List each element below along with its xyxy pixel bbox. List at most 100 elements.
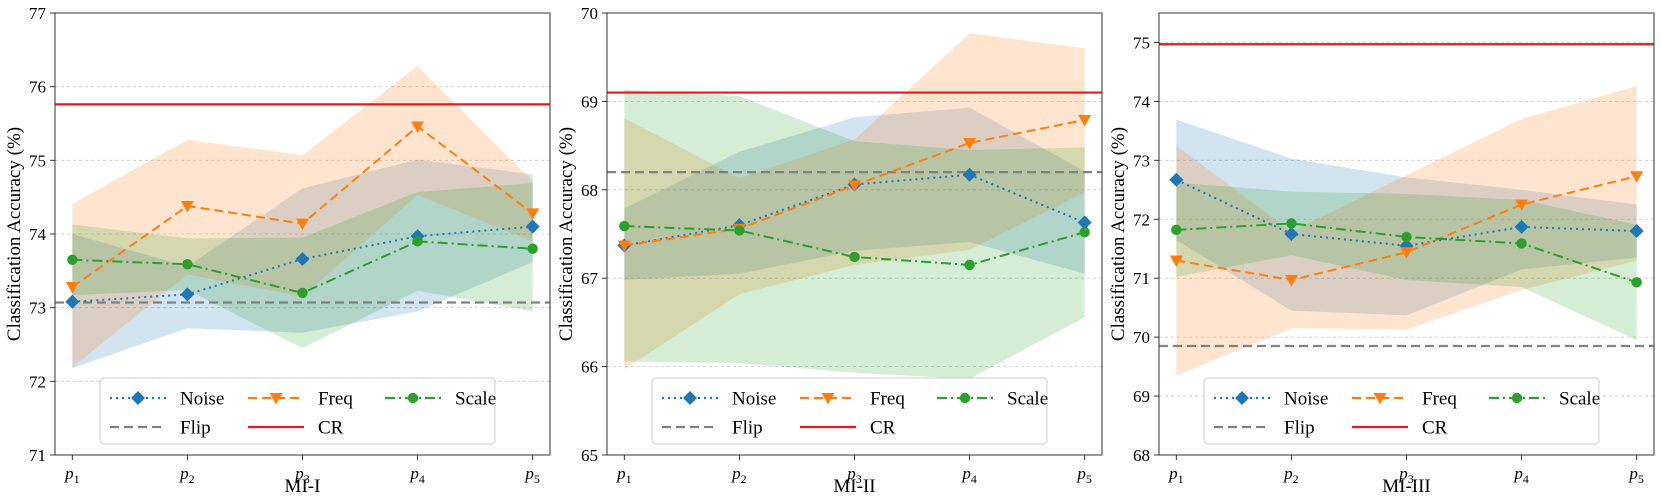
y-tick-label: 74 bbox=[1133, 92, 1151, 111]
x-tick-label: p1 bbox=[64, 464, 80, 486]
point-freq bbox=[1169, 255, 1183, 268]
legend-marker-noise bbox=[131, 391, 145, 405]
legend-marker-noise bbox=[683, 391, 697, 405]
y-axis-label: Classification Accuracy (%) bbox=[556, 127, 577, 341]
point-freq bbox=[963, 137, 977, 150]
point-scale bbox=[1286, 218, 1297, 229]
y-tick-label: 69 bbox=[1133, 387, 1150, 406]
point-freq bbox=[411, 121, 425, 133]
point-noise bbox=[1284, 227, 1299, 241]
legend-label-scale: Scale bbox=[1559, 389, 1600, 410]
legend-marker-noise bbox=[1235, 391, 1249, 405]
point-scale bbox=[849, 251, 860, 263]
legend-label-freq: Freq bbox=[870, 389, 905, 410]
legend-label-cr: CR bbox=[318, 418, 344, 439]
y-tick-label: 71 bbox=[29, 446, 46, 465]
x-tick-label: p4 bbox=[961, 464, 977, 486]
legend-label-cr: CR bbox=[1422, 418, 1448, 439]
point-freq bbox=[526, 208, 540, 220]
y-tick-label: 73 bbox=[29, 299, 46, 318]
legend-label-scale: Scale bbox=[1007, 389, 1048, 410]
point-scale bbox=[412, 236, 423, 247]
point-freq bbox=[1515, 199, 1529, 212]
legend-label-noise: Noise bbox=[180, 389, 224, 410]
point-freq bbox=[180, 201, 194, 213]
band-scale bbox=[624, 89, 1085, 379]
point-scale bbox=[527, 243, 538, 254]
x-tick-label: p4 bbox=[1513, 464, 1529, 486]
x-tick-label: p3 bbox=[294, 464, 310, 486]
chart-panel-2: 65 66 67 68 69 70 p1 p2 p3 p4 p5 MI-II Classificatio… bbox=[556, 4, 1103, 497]
y-tick-label: 72 bbox=[1133, 210, 1150, 229]
point-scale bbox=[1079, 227, 1090, 238]
x-tick-label: p5 bbox=[1076, 464, 1092, 486]
legend-label-noise: Noise bbox=[732, 389, 776, 410]
point-freq bbox=[1630, 171, 1644, 183]
y-tick-label: 68 bbox=[581, 181, 598, 200]
point-noise bbox=[180, 287, 195, 302]
series-line-freq bbox=[1176, 175, 1637, 281]
legend-label-cr: CR bbox=[870, 418, 896, 439]
point-noise bbox=[962, 167, 977, 182]
point-scale bbox=[297, 287, 308, 299]
legend-label-scale: Scale bbox=[455, 389, 496, 410]
legend-label-flip: Flip bbox=[1284, 418, 1315, 439]
x-tick-label: p3 bbox=[1398, 464, 1414, 486]
series-line-scale bbox=[624, 225, 1085, 266]
legend-label-flip: Flip bbox=[732, 418, 763, 439]
legend-label-freq: Freq bbox=[318, 389, 353, 410]
y-tick-label: 65 bbox=[581, 446, 598, 465]
legend-box bbox=[651, 377, 1048, 445]
x-tick-label: p3 bbox=[846, 464, 862, 486]
point-noise bbox=[295, 252, 310, 267]
y-tick-label: 67 bbox=[581, 269, 599, 288]
legend-box bbox=[1203, 377, 1600, 445]
legend: Noise Freq Scale Flip CR bbox=[651, 377, 1048, 445]
point-freq bbox=[296, 218, 309, 231]
legend-marker-scale bbox=[959, 392, 971, 404]
chart-panel-1: 71 72 73 74 75 76 77 p1 p2 p3 p4 p5 MI-I Classificati… bbox=[4, 4, 551, 497]
point-noise bbox=[1169, 172, 1184, 187]
x-tick-label: p2 bbox=[179, 464, 195, 486]
y-axis-label: Classification Accuracy (%) bbox=[4, 127, 25, 341]
point-scale bbox=[1516, 238, 1527, 249]
y-tick-label: 76 bbox=[29, 78, 46, 97]
x-tick-label: p4 bbox=[409, 464, 425, 486]
point-scale bbox=[1401, 231, 1412, 243]
band-noise bbox=[624, 107, 1085, 280]
point-scale bbox=[734, 225, 745, 236]
point-freq bbox=[848, 180, 861, 192]
point-scale bbox=[182, 259, 193, 270]
series-line-noise bbox=[1175, 178, 1637, 247]
chart-panel-3: 68 69 70 71 72 73 74 75 p1 p2 p3 p4 p5 MI-III Classifi… bbox=[1108, 12, 1655, 497]
legend-marker-freq bbox=[821, 393, 835, 405]
legend-marker-freq bbox=[1373, 393, 1387, 405]
point-freq bbox=[1284, 274, 1298, 287]
band-freq bbox=[1176, 86, 1637, 376]
x-tick-label: p2 bbox=[731, 464, 747, 486]
y-tick-label: 70 bbox=[1133, 328, 1150, 347]
legend-box bbox=[99, 377, 496, 445]
point-scale bbox=[67, 254, 78, 265]
y-axis-label: Classification Accuracy (%) bbox=[1108, 127, 1129, 341]
y-tick-label: 77 bbox=[29, 4, 47, 23]
point-freq bbox=[617, 240, 631, 252]
point-noise bbox=[1077, 215, 1092, 230]
y-tick-label: 75 bbox=[29, 151, 46, 170]
point-noise bbox=[1514, 219, 1529, 234]
band-freq bbox=[72, 66, 533, 368]
x-tick-label: p5 bbox=[524, 464, 540, 486]
point-scale bbox=[964, 259, 975, 271]
y-tick-label: 68 bbox=[1133, 446, 1150, 465]
legend-marker-freq bbox=[269, 393, 283, 405]
point-freq bbox=[1400, 247, 1413, 259]
legend-label-noise: Noise bbox=[1284, 389, 1328, 410]
y-tick-label: 74 bbox=[29, 225, 47, 244]
series-line-scale bbox=[1176, 222, 1637, 284]
point-scale bbox=[1171, 224, 1182, 236]
point-scale bbox=[619, 220, 630, 232]
point-noise bbox=[1629, 224, 1644, 239]
y-tick-label: 72 bbox=[29, 372, 46, 391]
y-tick-label: 69 bbox=[581, 92, 598, 111]
